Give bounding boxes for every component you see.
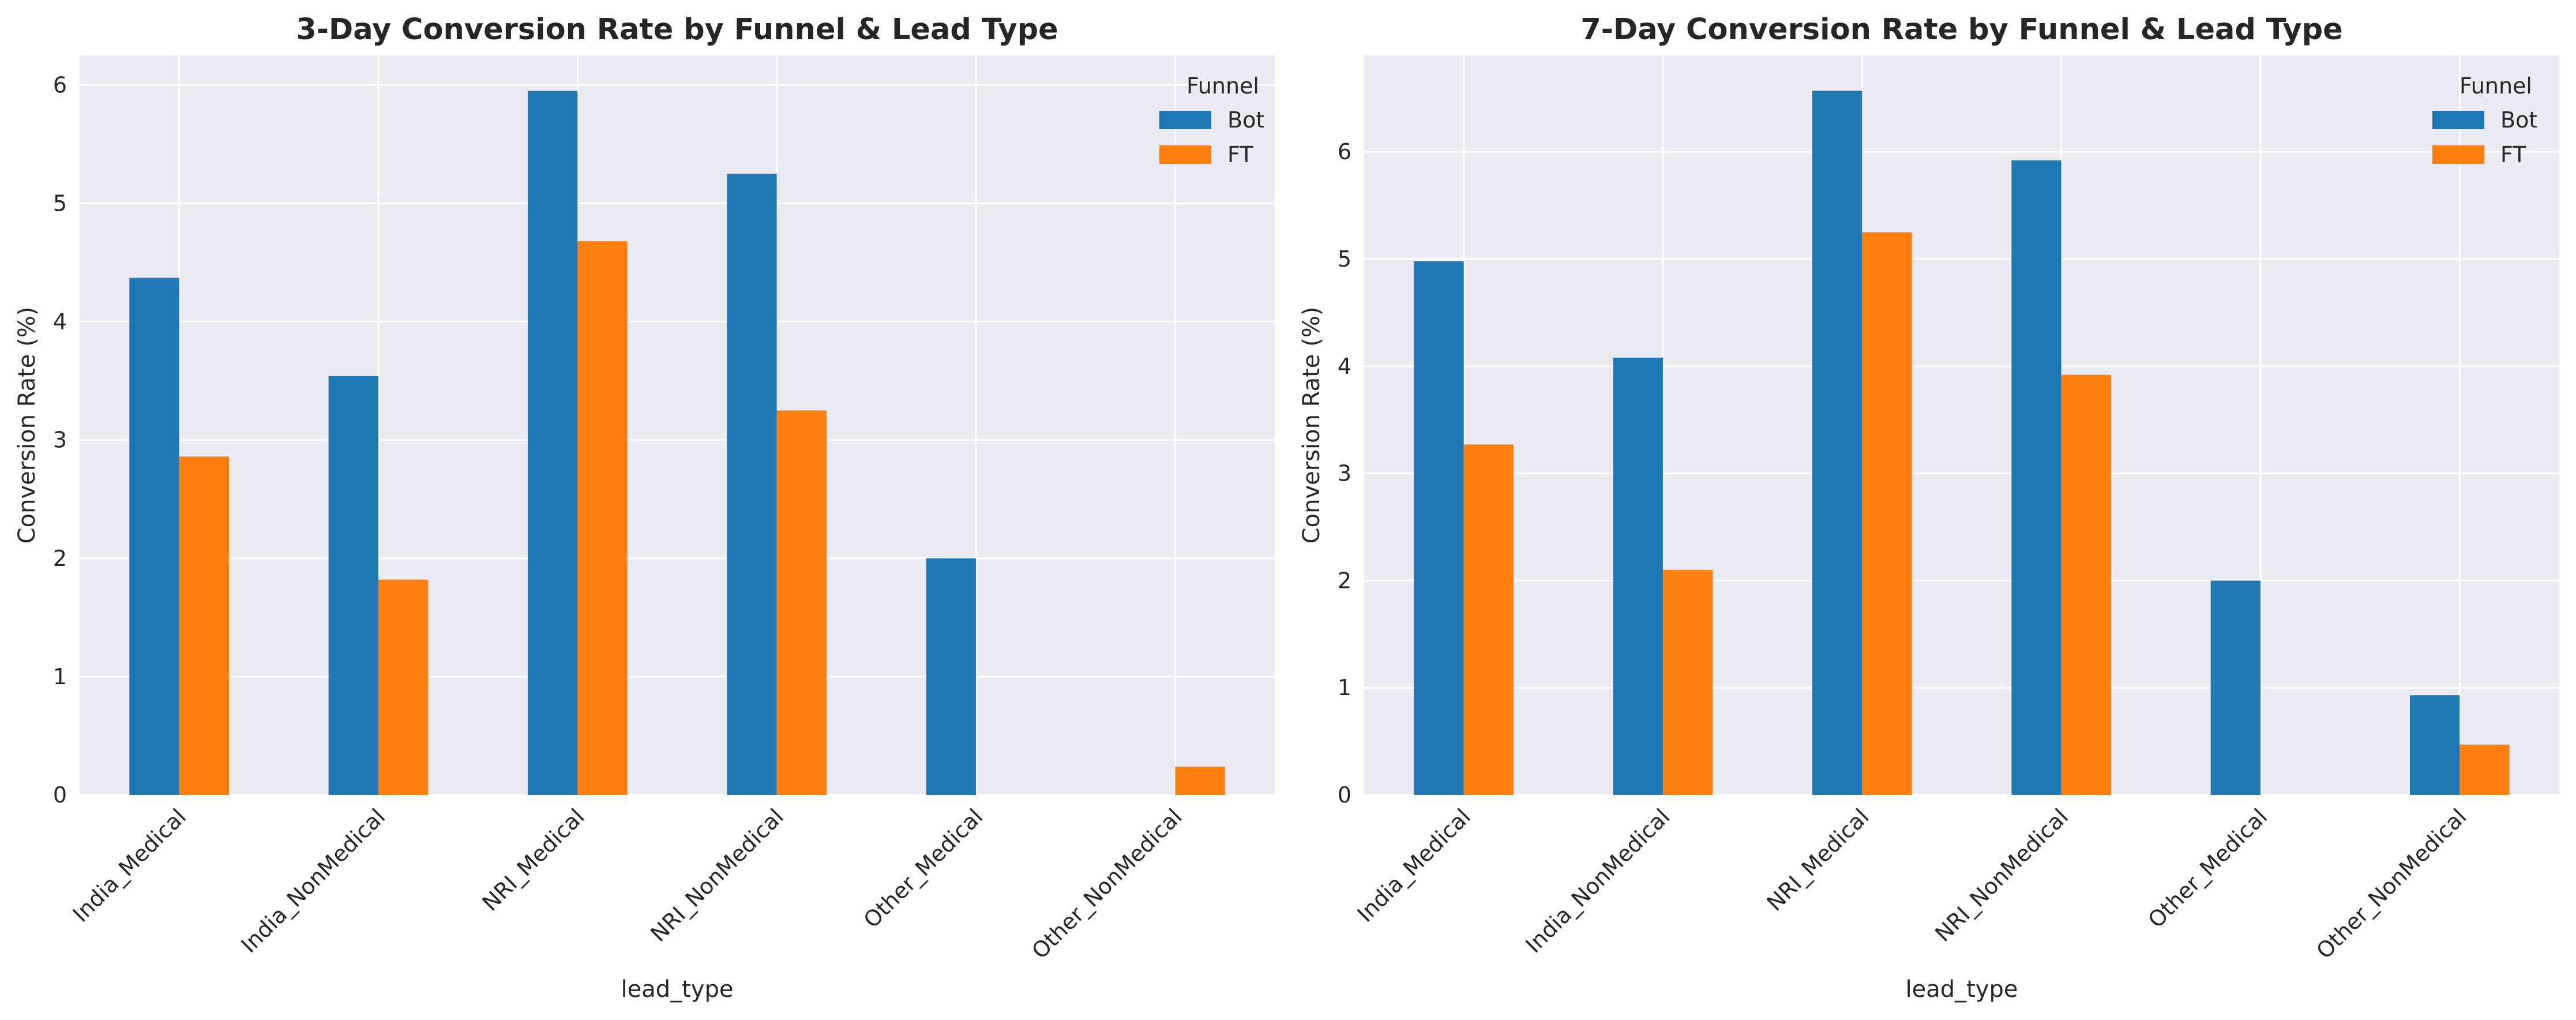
bar-ft-nri-medical (577, 241, 628, 795)
x-tick-label: NRI_Medical (1762, 804, 1874, 916)
y-tick-label: 6 (53, 72, 67, 97)
bar-ft-other-nonmedical (2459, 744, 2510, 795)
bar-bot-india-medical (129, 278, 179, 795)
x-tick-label: India_Medical (1353, 804, 1475, 927)
legend-label-ft: FT (2500, 142, 2526, 167)
y-tick-label: 1 (53, 664, 67, 689)
plot-area (80, 55, 1275, 795)
x-tick-label: NRI_NonMedical (645, 804, 788, 947)
bar-bot-nri-medical (1812, 91, 1862, 796)
legend-label-ft: FT (1227, 142, 1253, 167)
y-tick-label: 4 (53, 309, 67, 335)
y-tick-label: 6 (1338, 139, 1351, 164)
legend-label-bot: Bot (2500, 107, 2537, 133)
x-axis-label: lead_type (1906, 976, 2018, 1003)
legend-swatch-bot (1159, 111, 1211, 129)
legend: Funnel Bot FT (1159, 73, 1264, 167)
y-tick-label: 5 (53, 190, 67, 216)
x-tick-label: Other_Medical (859, 804, 988, 933)
y-tick-label: 4 (1338, 354, 1351, 379)
bar-bot-india-nonmedical (328, 376, 378, 795)
bar-bot-nri-nonmedical (2011, 160, 2061, 795)
bar-ft-india-nonmedical (378, 579, 429, 795)
bar-ft-nri-medical (1862, 232, 1912, 796)
y-tick-label: 0 (53, 782, 67, 808)
legend-swatch-bot (2432, 111, 2484, 129)
bar-ft-other-nonmedical (1175, 766, 1225, 795)
y-tick-label: 0 (1338, 782, 1351, 808)
legend-label-bot: Bot (1227, 107, 1264, 133)
bar-ft-india-medical (1463, 444, 1514, 795)
y-tick-label: 2 (53, 546, 67, 571)
chart-panel-7-day: 0 1 2 3 4 5 6 India_Medical India_NonMedical NRI_… (1298, 13, 2559, 1003)
chart-panel-3-day: 0 1 2 3 4 5 6 India_Medical India_NonMedical NRI_… (14, 13, 1275, 1003)
x-tick-label: India_NonMedical (236, 804, 390, 958)
bar-ft-india-nonmedical (1663, 569, 1713, 795)
bar-ft-india-medical (179, 456, 229, 795)
bar-bot-other-medical (926, 558, 976, 795)
bar-bot-other-medical (2210, 580, 2260, 795)
legend-swatch-ft (1159, 145, 1211, 164)
legend: Funnel Bot FT (2432, 73, 2537, 167)
chart-title: 7-Day Conversion Rate by Funnel & Lead T… (1580, 13, 2343, 47)
plot-area (1364, 55, 2559, 795)
x-tick-label: Other_NonMedical (1027, 804, 1186, 963)
bar-ft-nri-nonmedical (2061, 374, 2111, 795)
y-axis-label: Conversion Rate (%) (1298, 307, 1325, 544)
x-tick-label: Other_Medical (2143, 804, 2273, 933)
bar-bot-nri-nonmedical (727, 174, 777, 795)
x-axis-label: lead_type (621, 976, 734, 1003)
x-tick-label: Other_NonMedical (2311, 804, 2471, 963)
x-tick-label: NRI_NonMedical (1930, 804, 2073, 947)
y-tick-label: 2 (1338, 568, 1351, 593)
bar-ft-nri-nonmedical (776, 410, 827, 795)
y-tick-label: 3 (53, 427, 67, 453)
bar-bot-other-nonmedical (2410, 695, 2460, 795)
x-tick-label: India_NonMedical (1520, 804, 1674, 958)
y-tick-label: 3 (1338, 461, 1351, 486)
legend-swatch-ft (2432, 145, 2484, 164)
y-tick-label: 5 (1338, 246, 1351, 272)
x-tick-label: India_Medical (68, 804, 191, 927)
x-tick-label: NRI_Medical (478, 804, 589, 916)
bar-bot-nri-medical (528, 91, 578, 795)
chart-title: 3-Day Conversion Rate by Funnel & Lead T… (296, 13, 1058, 47)
bar-bot-india-medical (1414, 261, 1464, 795)
y-tick-label: 1 (1338, 675, 1351, 700)
legend-title: Funnel (1186, 73, 1259, 99)
y-axis-label: Conversion Rate (%) (14, 307, 40, 544)
bar-bot-india-nonmedical (1613, 357, 1663, 795)
legend-title: Funnel (2459, 73, 2532, 99)
